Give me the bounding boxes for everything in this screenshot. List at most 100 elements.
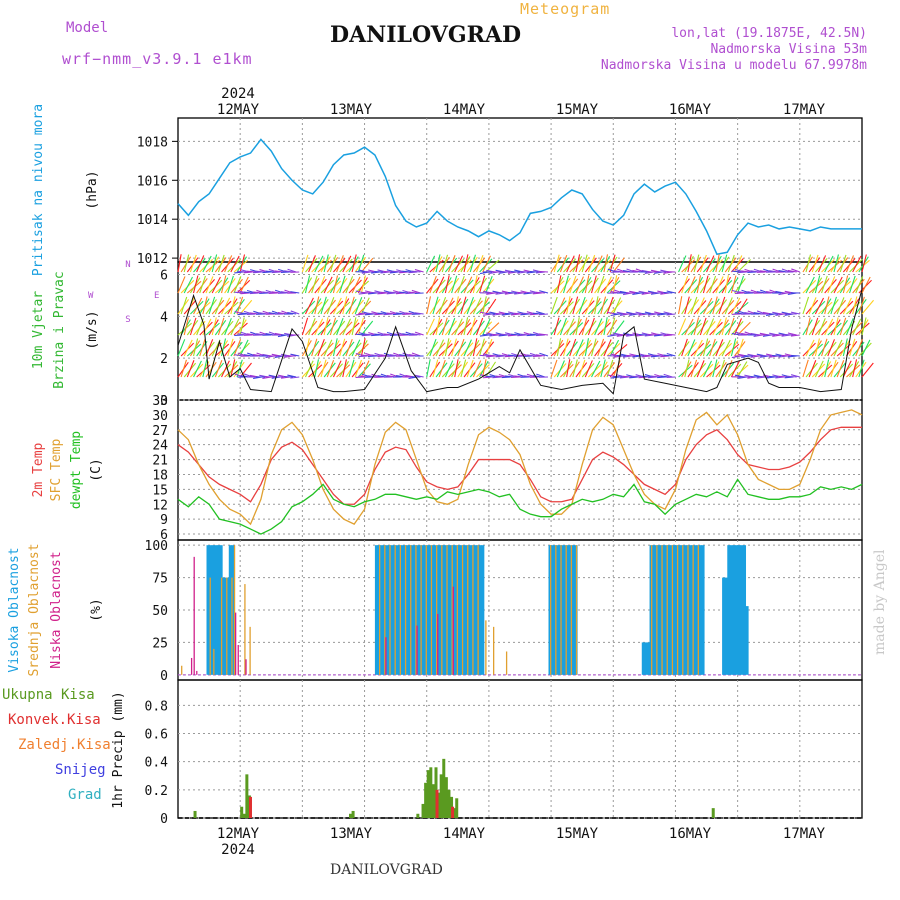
- wind-barb: [371, 373, 381, 378]
- wind-barb: [781, 354, 791, 357]
- ylabel-wind-unit: (m/s): [85, 310, 100, 349]
- wind-barb: [811, 254, 819, 273]
- wind-barb: [594, 318, 603, 336]
- precip-bar-0: [424, 782, 428, 818]
- wind-barb: [438, 359, 446, 378]
- precip-bar-0: [442, 758, 446, 818]
- wind-barb: [432, 359, 439, 378]
- wind-barb: [463, 339, 472, 357]
- wind-barb: [339, 275, 346, 294]
- wind-barb: [504, 355, 514, 358]
- wind-barb: [612, 275, 618, 294]
- wind-barb: [389, 291, 399, 294]
- wind-barb: [383, 333, 393, 336]
- compass-s: S: [125, 315, 130, 325]
- wind-barb: [342, 255, 352, 273]
- bottom-day-label: 14MAY: [443, 826, 486, 842]
- wind-barb: [529, 270, 539, 273]
- precip-bar-0: [193, 810, 197, 818]
- wind-barb: [485, 259, 500, 273]
- wind-barb: [811, 317, 819, 336]
- cloud-mid-bar: [575, 545, 578, 675]
- cloud-mid-bar: [389, 545, 391, 675]
- ytick-label-temp: 33: [152, 394, 168, 409]
- wind-barb: [435, 317, 441, 336]
- cloud-mid-bar: [456, 545, 459, 675]
- wind-barb: [314, 318, 324, 336]
- wind-barb: [475, 255, 484, 273]
- wind-barb: [287, 311, 297, 315]
- cloud-high-bar: [231, 545, 235, 675]
- cloud-high-bar: [457, 545, 462, 675]
- wind-barb: [824, 359, 830, 378]
- wind-barb: [609, 254, 616, 273]
- cloud-mid-bar: [682, 545, 684, 675]
- wind-barb: [374, 313, 384, 316]
- precip-bar-0: [421, 803, 425, 818]
- wind-barb: [227, 338, 234, 357]
- wind-barb: [702, 297, 713, 315]
- cloud-mid-bar: [555, 545, 557, 675]
- wind-barb: [411, 289, 421, 294]
- ylabel-wind-1: 10m Vjetar: [31, 291, 46, 369]
- wind-barb: [193, 275, 199, 294]
- wind-barb: [538, 313, 549, 316]
- model-label: Model: [66, 20, 109, 36]
- wind-barb: [240, 331, 250, 336]
- wind-barb: [489, 354, 499, 357]
- wind-barb: [208, 296, 216, 315]
- wind-barb: [460, 359, 467, 378]
- wind-barb: [457, 275, 465, 294]
- wind-barb: [357, 317, 364, 336]
- cloud-mid-bar: [493, 626, 495, 675]
- wind-barb: [429, 276, 437, 294]
- wind-barb: [724, 297, 733, 315]
- wind-barb: [678, 255, 687, 273]
- wind-barb: [486, 375, 496, 378]
- cloud-mid-bar: [485, 620, 487, 675]
- lonlat-label: lon,lat (19.1875E, 42.5N): [671, 26, 867, 41]
- cloud-high-bar: [421, 545, 425, 675]
- wind-barb: [438, 296, 447, 315]
- precip-legend-3: Snijeg: [55, 762, 106, 778]
- wind-barb: [660, 312, 670, 315]
- wind-barb: [177, 276, 186, 294]
- cloud-high-bar: [395, 545, 399, 675]
- wind-barb: [447, 255, 456, 273]
- wind-barb: [566, 255, 575, 273]
- cloud-mid-bar: [656, 545, 658, 675]
- cloud-high-bar: [667, 545, 671, 675]
- cloud-high-bar: [426, 545, 430, 675]
- cloud-high-bar: [416, 545, 420, 675]
- compass-w: W: [88, 291, 94, 301]
- wind-barb: [600, 359, 606, 378]
- top-year-label: 2024: [221, 86, 255, 102]
- wind-barb: [612, 320, 625, 336]
- cloud-mid-bar: [213, 648, 215, 675]
- ylabel-precip: 1hr Precip (mm): [111, 691, 126, 808]
- wind-barb: [287, 374, 297, 378]
- wind-barb: [234, 291, 244, 294]
- ytick-label-clouds: 50: [152, 604, 168, 619]
- cloud-high-bar: [214, 545, 218, 675]
- wind-barb: [186, 360, 195, 378]
- wind-barb: [666, 333, 676, 336]
- top-day-label: 14MAY: [443, 102, 486, 118]
- wind-barb: [408, 291, 418, 294]
- cloud-mid-bar: [570, 545, 573, 675]
- wind-barb: [836, 360, 845, 378]
- cloud-low-bar: [452, 586, 454, 675]
- wind-barb: [702, 275, 709, 294]
- wind-barb: [626, 354, 636, 357]
- cloud-mid-bar: [666, 545, 668, 675]
- wind-barb: [345, 276, 354, 294]
- wind-barb: [805, 276, 815, 294]
- wind-barb: [529, 352, 539, 357]
- wind-barb: [787, 332, 797, 336]
- wind-barb: [243, 291, 253, 294]
- wind-barb: [693, 339, 703, 357]
- wind-barb: [183, 339, 193, 357]
- precip-bar-0: [245, 774, 249, 818]
- wind-barb: [772, 268, 782, 273]
- wind-barb: [731, 270, 741, 273]
